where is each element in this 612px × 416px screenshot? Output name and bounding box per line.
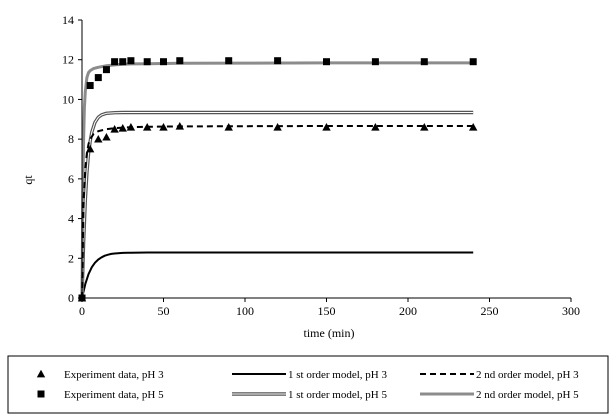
y-axis-label: qt (21, 175, 35, 185)
legend-label: Experiment data, pH 3 (64, 369, 164, 381)
legend-label: Experiment data, pH 5 (64, 389, 164, 401)
data-point (159, 123, 168, 131)
legend-label: 2 nd order model, pH 5 (476, 389, 579, 401)
data-point (102, 66, 110, 74)
data-point (143, 58, 151, 66)
data-point (224, 123, 233, 131)
legend-label: 1 st order model, pH 5 (288, 389, 387, 401)
x-tick-label: 200 (399, 304, 417, 318)
data-point (274, 57, 282, 65)
series-line (81, 251, 474, 299)
data-point (420, 123, 429, 131)
data-point (323, 58, 330, 66)
x-tick-label: 0 (79, 304, 85, 318)
series-line-inner (81, 112, 474, 299)
data-point (469, 123, 478, 131)
data-point (119, 58, 127, 66)
series-line (80, 61, 474, 299)
data-point (160, 58, 167, 66)
series-2-nd-order-model-ph-3 (81, 125, 474, 299)
data-point (322, 123, 331, 131)
y-tick-label: 0 (68, 291, 74, 305)
data-point (273, 123, 282, 131)
legend-item-experiment-data-ph-3: Experiment data, pH 3 (36, 369, 164, 381)
data-point (127, 57, 135, 65)
legend-label: 1 st order model, pH 3 (288, 369, 387, 381)
data-point (110, 125, 119, 133)
data-point (86, 82, 94, 90)
series-experiment-data-ph-3 (77, 122, 478, 302)
series-line (80, 110, 474, 299)
y-tick-label: 10 (62, 92, 74, 106)
data-point (420, 58, 428, 66)
data-point (469, 58, 477, 66)
y-tick-label: 12 (62, 53, 74, 67)
x-tick-label: 100 (236, 304, 254, 318)
data-point (371, 58, 379, 66)
y-tick-label: 8 (68, 132, 74, 146)
y-tick-label: 14 (62, 13, 74, 27)
y-tick-label: 6 (68, 172, 74, 186)
data-point (175, 122, 184, 130)
data-point (371, 123, 380, 131)
data-point (111, 58, 119, 66)
legend: Experiment data, pH 3 1 st order model, p… (7, 355, 609, 414)
data-point (176, 57, 184, 65)
legend-marker (36, 369, 46, 378)
x-ticks: 0 50 100 150 200 250 300 (79, 298, 580, 318)
legend-label: 2 nd order model, pH 3 (476, 369, 579, 381)
legend-items: Experiment data, pH 3 1 st order model, p… (36, 369, 579, 401)
data-point (225, 57, 233, 65)
x-tick-label: 300 (562, 304, 580, 318)
x-tick-label: 50 (158, 304, 170, 318)
data-point (94, 74, 102, 82)
x-axis-label: time (min) (304, 326, 355, 340)
legend-marker (37, 390, 45, 398)
legend-box (7, 355, 609, 414)
series-2-nd-order-model-ph-5 (80, 61, 474, 299)
data-point (94, 134, 103, 143)
series-line (81, 125, 474, 299)
data-point (126, 123, 136, 131)
x-tick-label: 150 (318, 304, 336, 318)
y-tick-label: 4 (68, 212, 74, 226)
data-point (143, 123, 152, 131)
series-experiment-data-ph-5 (78, 57, 477, 302)
x-tick-label: 250 (481, 304, 499, 318)
series-1-st-order-model-ph-5 (80, 110, 474, 299)
legend-item-2-nd-order-model-ph-5: 2 nd order model, pH 5 (420, 389, 579, 401)
legend-item-1-st-order-model-ph-3: 1 st order model, pH 3 (232, 369, 387, 381)
legend-item-1-st-order-model-ph-5: 1 st order model, pH 5 (232, 389, 387, 401)
data-point (118, 124, 127, 132)
series-layer (77, 57, 478, 302)
plot-area: 0 2 4 6 8 10 12 14 0 50 100 150 200 250 300 (62, 13, 580, 318)
y-tick-label: 2 (68, 251, 74, 265)
series-1-st-order-model-ph-3 (81, 251, 474, 299)
legend-item-experiment-data-ph-5: Experiment data, pH 5 (37, 389, 164, 401)
data-point (85, 144, 95, 153)
legend-item-2-nd-order-model-ph-3: 2 nd order model, pH 3 (420, 369, 579, 381)
data-point (102, 132, 111, 141)
y-ticks: 0 2 4 6 8 10 12 14 (62, 13, 82, 305)
